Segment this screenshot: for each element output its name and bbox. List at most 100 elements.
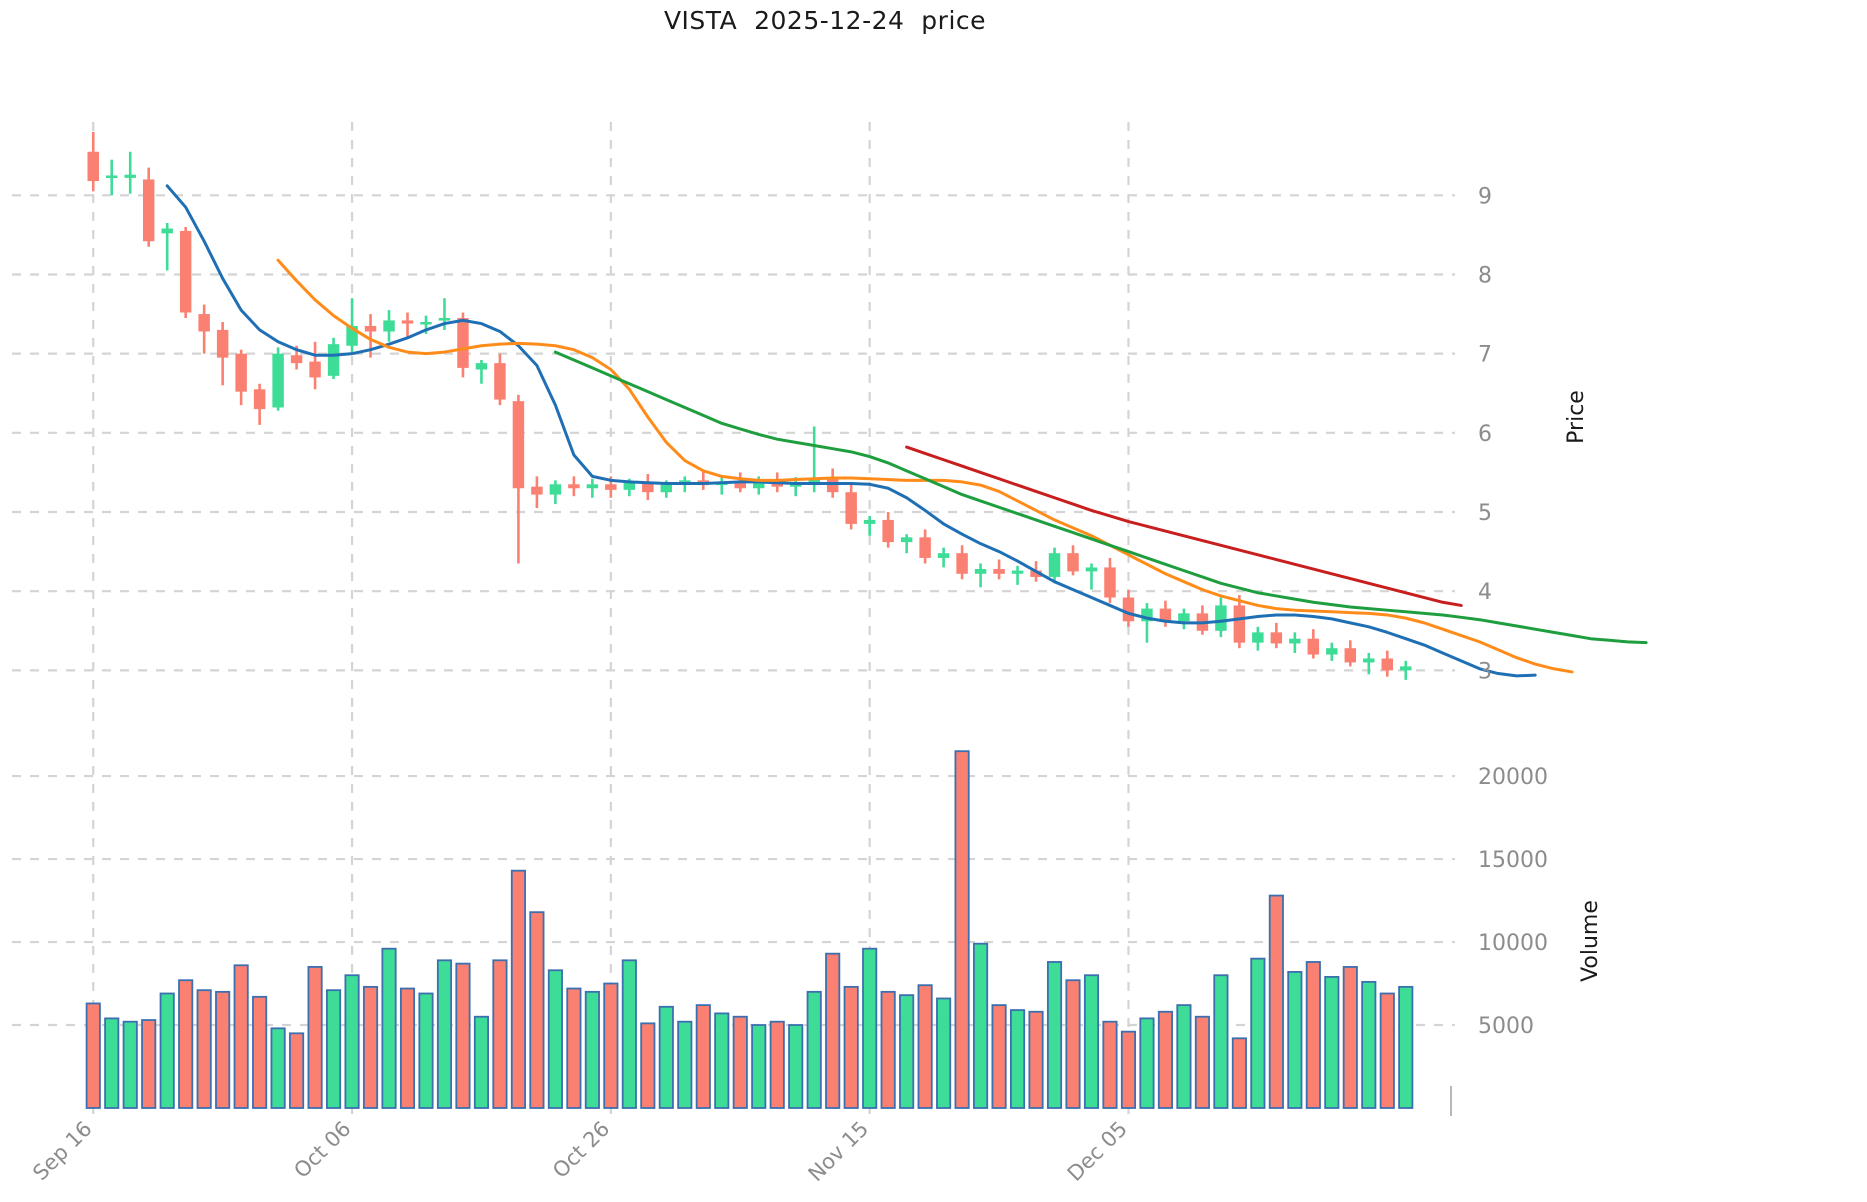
moving-average-line <box>905 445 1463 607</box>
candlestick <box>1104 557 1116 604</box>
candlestick <box>937 547 950 568</box>
candlestick <box>327 337 340 379</box>
volume-tick-label: 10000 <box>1478 931 1548 956</box>
candlestick <box>1289 632 1301 653</box>
volume-bar <box>954 750 970 1109</box>
volume-bar <box>196 989 212 1109</box>
candlestick <box>586 478 599 498</box>
volume-bar <box>1268 894 1284 1109</box>
volume-bar <box>732 1015 748 1109</box>
volume-bar <box>233 964 249 1109</box>
volume-bar <box>159 992 175 1109</box>
volume-bar <box>825 952 841 1109</box>
volume-bar <box>843 985 859 1109</box>
candlestick <box>1067 545 1079 576</box>
volume-bar <box>1287 971 1303 1109</box>
candlestick <box>124 151 136 194</box>
volume-axis-title: Volume <box>1578 900 1603 982</box>
candlestick <box>475 359 488 384</box>
volume-bar <box>362 985 379 1109</box>
price-tick-label: 7 <box>1478 343 1492 368</box>
volume-bar <box>1083 974 1100 1109</box>
candlestick <box>549 480 562 505</box>
volume-bar <box>1009 1009 1026 1109</box>
volume-bar <box>1120 1030 1137 1109</box>
volume-bar <box>1157 1010 1173 1109</box>
volume-bar-series <box>85 750 1414 1109</box>
candlestick <box>198 304 210 354</box>
volume-bar <box>973 942 989 1109</box>
volume-bar <box>1046 961 1063 1109</box>
candlestick <box>346 298 358 353</box>
volume-bar <box>289 1032 305 1109</box>
candlestick <box>1307 629 1320 659</box>
price-tick-label: 6 <box>1478 422 1492 447</box>
volume-bar <box>788 1024 804 1109</box>
volume-bar <box>473 1015 490 1109</box>
candlestick <box>87 131 99 192</box>
candlestick <box>1252 626 1264 651</box>
candlestick <box>1233 595 1246 649</box>
volume-bar <box>1231 1037 1247 1109</box>
volume-bar <box>547 969 563 1109</box>
volume-bar <box>1361 980 1377 1109</box>
x-tick-label: Sep 16 <box>28 1117 97 1186</box>
candlestick <box>568 476 580 497</box>
volume-bar <box>418 992 434 1109</box>
volume-bar <box>603 982 619 1109</box>
volume-bar <box>252 995 268 1109</box>
volume-bar <box>751 1024 767 1109</box>
volume-tick-label: 20000 <box>1478 765 1548 790</box>
candlestick <box>900 534 913 554</box>
volume-bar <box>566 987 582 1109</box>
candlestick <box>1011 565 1024 585</box>
candlestick-series <box>87 131 1412 680</box>
candlestick <box>179 226 192 319</box>
volume-bar <box>1139 1017 1155 1109</box>
candlestick <box>309 341 321 390</box>
candlestick <box>993 559 1005 580</box>
candlestick <box>1215 597 1227 638</box>
volume-bar <box>270 1027 286 1109</box>
candlestick <box>253 383 266 425</box>
volume-bar <box>806 990 822 1109</box>
candlestick <box>457 312 469 378</box>
candlestick <box>1344 640 1357 667</box>
volume-bar <box>695 1004 711 1109</box>
candlestick <box>1381 650 1394 677</box>
candlestick <box>974 563 987 588</box>
candlestick <box>494 353 506 406</box>
volume-bar <box>714 1012 730 1109</box>
candlestick <box>512 394 525 564</box>
candlestick <box>272 347 284 411</box>
candlestick <box>716 476 728 495</box>
x-axis-ticks: Sep 16 Oct 06 Oct 26 Nov 15 Dec 05 <box>28 1117 1132 1187</box>
candlestick <box>956 545 968 580</box>
candlestick <box>531 476 543 509</box>
volume-bar <box>529 911 545 1109</box>
volume-bar <box>436 959 453 1109</box>
moving-average-line <box>553 350 1648 645</box>
axis-titles: Price Volume <box>1564 390 1603 982</box>
candlestick <box>1122 589 1135 627</box>
candlestick <box>216 321 229 386</box>
candlestick <box>863 515 876 536</box>
candlestick <box>142 167 155 247</box>
candlestick <box>1048 547 1061 584</box>
x-tick-label: Oct 26 <box>548 1117 614 1183</box>
candlestick <box>1196 605 1209 635</box>
candlestick <box>1141 603 1153 643</box>
x-tick-label: Nov 15 <box>804 1117 874 1187</box>
candlestick <box>161 223 173 271</box>
volume-axis-ticks: 20000 15000 10000 5000 <box>1478 765 1548 1039</box>
volume-bar <box>677 1020 693 1109</box>
price-tick-label: 9 <box>1478 184 1492 209</box>
volume-bar <box>381 947 397 1109</box>
page-title: VISTA 2025-12-24 price <box>663 6 987 35</box>
volume-bar <box>1324 975 1340 1109</box>
price-gridlines <box>12 194 1455 672</box>
volume-bar <box>1194 1015 1210 1109</box>
volume-bar <box>455 962 471 1109</box>
price-tick-label: 4 <box>1478 580 1492 605</box>
x-tick-label: Dec 05 <box>1063 1117 1132 1186</box>
